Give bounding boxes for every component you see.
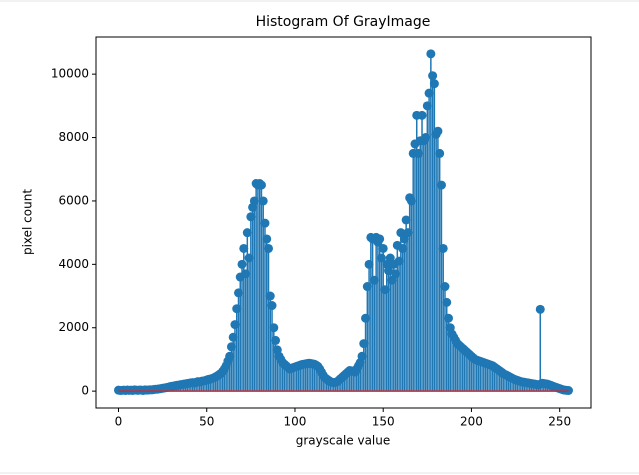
y-tick-label: 8000 <box>58 130 89 144</box>
x-tick-label: 0 <box>115 415 123 429</box>
x-tick-label: 150 <box>372 415 395 429</box>
x-tick-label: 200 <box>460 415 483 429</box>
stem-marker <box>357 351 367 361</box>
y-tick-label: 2000 <box>58 320 89 334</box>
stem-marker <box>535 304 545 314</box>
stem-marker <box>361 313 371 323</box>
stem-marker <box>271 335 281 345</box>
stem-marker <box>424 88 434 98</box>
stem-marker <box>426 49 436 59</box>
stem-marker <box>232 304 242 314</box>
stem-marker <box>260 218 270 228</box>
stem-marker <box>267 301 277 311</box>
stem-marker <box>444 313 453 323</box>
stem-marker <box>378 243 388 253</box>
stem-marker <box>234 288 243 298</box>
stem-marker <box>364 259 374 269</box>
x-axis-label: grayscale value <box>296 434 391 448</box>
stem-marker <box>435 148 445 158</box>
y-tick-label: 10000 <box>51 67 89 81</box>
stem-marker <box>369 275 379 285</box>
stem-marker <box>428 71 438 81</box>
stem-marker <box>264 243 273 253</box>
stem-marker <box>228 332 238 342</box>
stem-marker <box>403 228 413 238</box>
axes-frame <box>95 36 592 409</box>
y-axis-label: pixel count <box>21 189 35 255</box>
stem-marker <box>237 259 247 269</box>
x-tick-label: 100 <box>284 415 307 429</box>
stem-marker <box>433 126 443 136</box>
stem-marker <box>225 351 235 361</box>
stem-marker <box>380 285 390 295</box>
stem-marker <box>391 269 401 279</box>
chart-title: Histogram Of GrayImage <box>256 14 431 30</box>
stem-marker <box>438 243 448 253</box>
stem-marker <box>429 79 439 89</box>
stem-marker <box>414 148 423 158</box>
stem-marker <box>401 215 411 225</box>
stem-marker <box>242 228 252 238</box>
stem-marker <box>394 256 404 266</box>
stem-marker <box>422 101 432 111</box>
stem-marker <box>265 291 275 301</box>
stem-marker <box>246 212 256 222</box>
stem-marker <box>375 234 385 244</box>
stem-marker <box>398 243 408 253</box>
stem-marker <box>384 266 393 276</box>
x-tick-label: 250 <box>548 415 571 429</box>
plot-area <box>114 49 573 396</box>
stem-marker <box>241 269 251 279</box>
stem-marker <box>359 339 369 349</box>
stem-marker <box>256 180 266 190</box>
stem-marker <box>440 282 450 292</box>
stem-marker <box>239 243 249 253</box>
stem-marker <box>376 253 386 263</box>
stem-marker <box>362 282 372 292</box>
stem-marker <box>442 297 452 307</box>
stem-marker <box>226 342 236 352</box>
stem-marker <box>421 133 431 143</box>
stem-marker <box>417 110 427 120</box>
stem-marker <box>258 196 268 206</box>
stem-marker <box>406 196 416 206</box>
y-tick-label: 0 <box>81 384 89 398</box>
stem-marker <box>249 196 259 206</box>
y-tick-label: 4000 <box>58 257 89 271</box>
stem-marker <box>230 320 240 330</box>
x-tick-label: 50 <box>199 415 214 429</box>
y-tick-label: 6000 <box>58 193 89 207</box>
stem-marker <box>269 323 279 333</box>
stem-marker <box>436 180 446 190</box>
stem-marker <box>244 253 254 263</box>
stem-marker <box>262 234 272 244</box>
